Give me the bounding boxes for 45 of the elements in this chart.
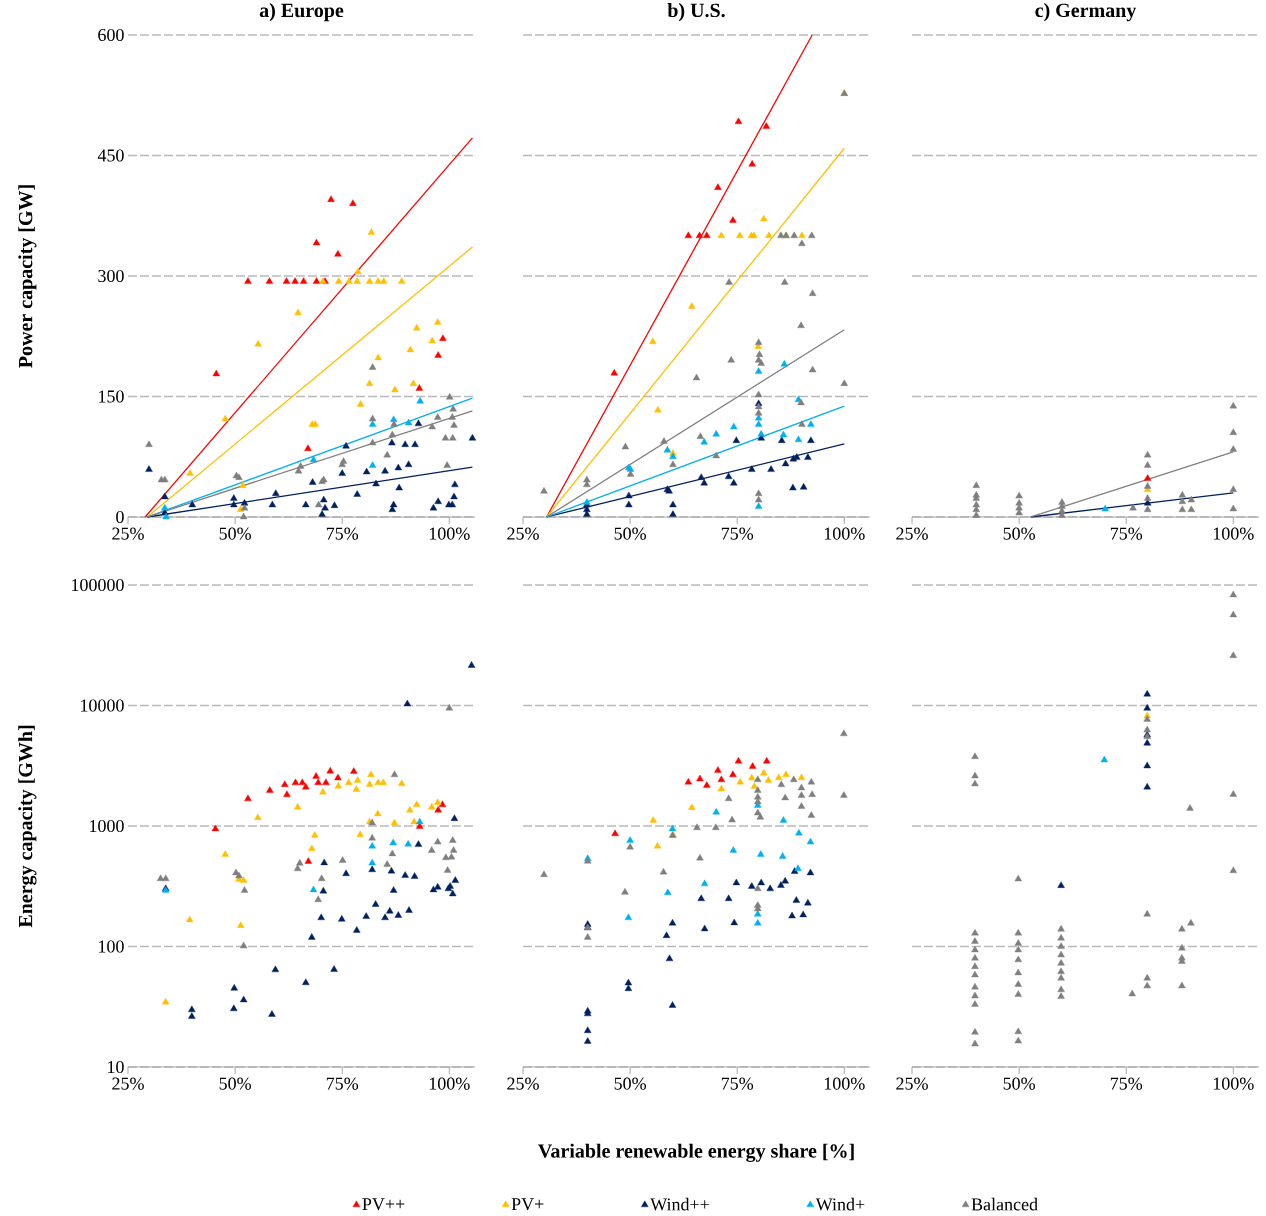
y-axis-title: Power capacity [GW] <box>18 185 37 368</box>
y-tick-label: 150 <box>99 390 124 403</box>
x-tick-label: 50% <box>614 1077 646 1090</box>
y-tick-label: 600 <box>98 28 124 42</box>
x-tick-label: 25% <box>507 527 539 540</box>
y-tick-label: 100000 <box>72 578 124 592</box>
legend-label: Wind+ <box>815 1197 865 1211</box>
x-tick-label: 75% <box>326 527 359 540</box>
x-tick-label: 50% <box>219 1077 251 1090</box>
y-tick-label: 450 <box>97 149 124 162</box>
y-tick-label: 300 <box>98 269 124 283</box>
chart-title: a) Europe <box>259 3 344 22</box>
x-tick-label: 100% <box>1213 527 1254 540</box>
x-tick-label: 25% <box>112 1077 144 1090</box>
legend-label: Balanced <box>971 1197 1038 1211</box>
x-tick-label: 50% <box>1003 1077 1035 1090</box>
x-tick-label: 50% <box>614 527 646 540</box>
x-tick-label: 25% <box>896 1077 928 1090</box>
x-tick-label: 25% <box>507 1077 539 1090</box>
chart-title: c) Germany <box>1035 3 1137 22</box>
chart-title: b) U.S. <box>667 3 725 22</box>
y-axis-title: Energy capacity [GWh] <box>18 725 37 928</box>
y-tick-label: 10000 <box>81 699 124 712</box>
x-axis-title: Variable renewable energy share [%] <box>538 1143 854 1162</box>
x-tick-label: 75% <box>721 527 754 540</box>
x-tick-label: 75% <box>326 1077 359 1090</box>
x-tick-label: 75% <box>721 1077 754 1090</box>
legend-label: PV+ <box>511 1198 544 1211</box>
x-tick-label: 100% <box>824 1077 865 1090</box>
x-tick-label: 50% <box>219 527 251 540</box>
x-tick-label: 100% <box>429 1077 470 1090</box>
y-tick-label: 10 <box>108 1060 124 1074</box>
y-tick-label: 0 <box>116 510 124 524</box>
x-tick-label: 100% <box>1213 1077 1254 1090</box>
x-tick-label: 25% <box>896 527 928 540</box>
x-tick-label: 50% <box>1003 527 1035 540</box>
x-tick-label: 25% <box>112 527 144 540</box>
x-tick-label: 75% <box>1110 1077 1143 1090</box>
x-tick-label: 100% <box>824 527 865 540</box>
x-tick-label: 75% <box>1110 527 1143 540</box>
legend-label: Wind++ <box>650 1197 709 1211</box>
y-tick-label: 1000 <box>90 819 124 833</box>
x-tick-label: 100% <box>429 527 470 540</box>
y-tick-label: 100 <box>99 940 124 953</box>
legend-label: PV++ <box>362 1198 405 1211</box>
